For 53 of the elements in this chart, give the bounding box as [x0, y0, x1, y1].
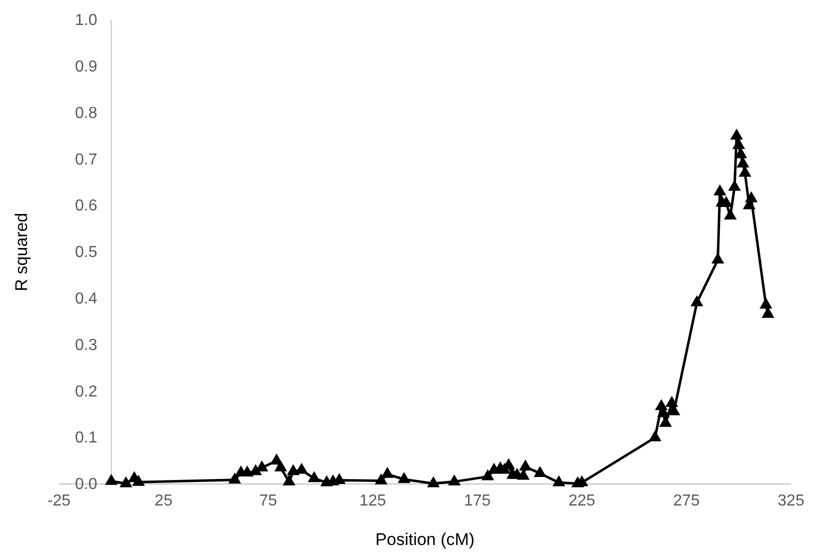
point	[648, 430, 662, 442]
point	[714, 184, 726, 196]
point	[736, 156, 750, 168]
point	[374, 473, 388, 484]
y-tick-label: 0.8	[75, 104, 98, 122]
point	[228, 472, 242, 484]
point	[132, 474, 145, 486]
x-tick-label: 75	[259, 492, 278, 510]
x-tick-label: 225	[568, 492, 596, 510]
x-tick-label: 275	[673, 492, 700, 510]
point	[730, 128, 743, 140]
point	[481, 469, 494, 480]
point	[448, 474, 461, 486]
point	[104, 474, 118, 485]
point	[744, 191, 758, 202]
y-tick-label: 0.6	[75, 198, 98, 215]
y-axis-title: R squared	[12, 212, 31, 292]
point	[724, 208, 737, 220]
point	[427, 476, 440, 488]
x-tick-label: -25	[47, 492, 71, 510]
point	[690, 295, 704, 306]
x-tick-label: 175	[464, 492, 491, 510]
point	[282, 474, 296, 486]
point	[760, 298, 772, 309]
point	[659, 416, 672, 427]
y-tick-label: 0.9	[75, 58, 98, 76]
point	[665, 396, 678, 407]
point	[308, 471, 321, 482]
point	[519, 459, 532, 470]
x-axis-title: Position (cM)	[375, 530, 475, 549]
point	[534, 466, 546, 477]
point	[552, 475, 566, 486]
point	[720, 196, 733, 207]
y-tick-label: 0.5	[75, 244, 98, 262]
point	[516, 468, 530, 480]
y-tick-label: 0.3	[75, 336, 98, 354]
point	[286, 464, 300, 476]
point	[711, 252, 724, 264]
y-tick-label: 0.4	[75, 290, 98, 308]
x-tick-label: 25	[154, 492, 173, 510]
point	[398, 472, 410, 484]
y-tick-label: 1.0	[75, 12, 98, 30]
point	[728, 180, 741, 191]
y-tick-label: 0.2	[75, 383, 98, 400]
point	[732, 138, 746, 149]
x-tick-label: 125	[359, 492, 386, 510]
point	[380, 466, 394, 478]
y-tick-label: 0.0	[75, 476, 98, 494]
point	[120, 476, 132, 488]
y-tick-label: 0.1	[75, 430, 98, 447]
point	[274, 460, 288, 472]
y-tick-label: 0.7	[75, 151, 98, 168]
x-tick-label: 325	[778, 492, 804, 510]
